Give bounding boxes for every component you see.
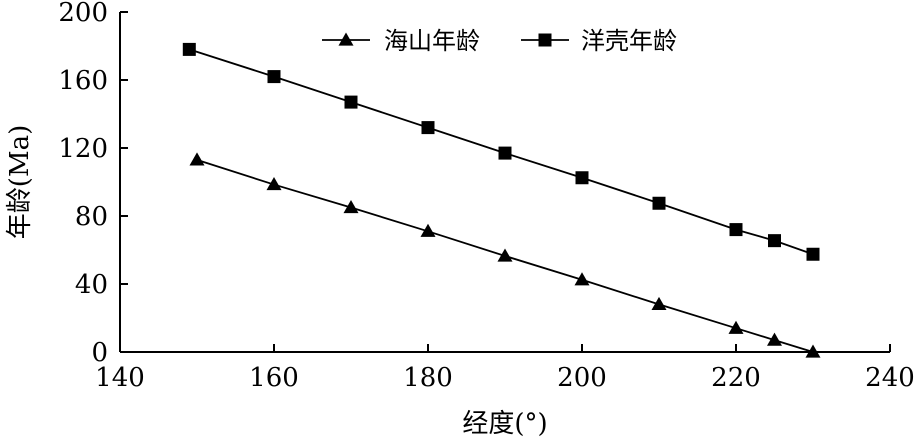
series-layer (182, 42, 821, 358)
data-point (267, 70, 281, 84)
data-point (768, 234, 781, 248)
data-point (266, 177, 282, 191)
legend-label: 海山年龄 (384, 27, 480, 55)
data-point (189, 152, 205, 166)
series-line (189, 48, 814, 256)
y-tick-label: 120 (58, 134, 108, 164)
data-point (652, 196, 666, 210)
x-tick-label: 140 (95, 363, 145, 393)
data-point (574, 272, 590, 286)
data-point (182, 42, 196, 56)
series-2 (182, 42, 820, 261)
legend-item-2: 洋壳年龄 (521, 27, 677, 55)
axis-ticks: 140 160 180 200 220 240 0 40 80 120 160 200 (58, 0, 914, 393)
y-tick-label: 200 (58, 0, 108, 28)
data-point (344, 95, 358, 109)
data-point (420, 223, 436, 237)
data-point (497, 248, 513, 262)
legend-item-1: 海山年龄 (322, 27, 480, 55)
legend-label: 洋壳年龄 (581, 27, 677, 55)
x-tick-label: 160 (249, 363, 299, 393)
legend: 海山年龄 洋壳年龄 (322, 27, 677, 55)
y-tick-label: 80 (75, 202, 108, 232)
x-tick-label: 180 (403, 363, 453, 393)
data-point (767, 332, 782, 346)
x-tick-label: 240 (865, 363, 915, 393)
y-tick-label: 160 (58, 66, 108, 96)
data-point (806, 247, 820, 261)
data-point (805, 344, 821, 358)
data-point (498, 146, 512, 160)
axes (119, 12, 890, 353)
x-tick-label: 220 (711, 363, 761, 393)
data-point (421, 121, 435, 135)
data-point (343, 200, 359, 214)
legend-marker (338, 32, 354, 46)
series-line (196, 159, 814, 353)
y-axis-title: 年龄(Ma) (5, 125, 35, 239)
x-tick-label: 200 (557, 363, 607, 393)
x-axis-title: 经度(°) (462, 409, 547, 439)
y-tick-label: 0 (91, 338, 108, 368)
legend-marker (538, 33, 552, 47)
series-1 (189, 152, 821, 358)
data-point (575, 171, 589, 185)
data-point (729, 223, 743, 237)
data-point (728, 320, 744, 334)
data-point (651, 296, 667, 311)
y-tick-label: 40 (75, 270, 108, 300)
